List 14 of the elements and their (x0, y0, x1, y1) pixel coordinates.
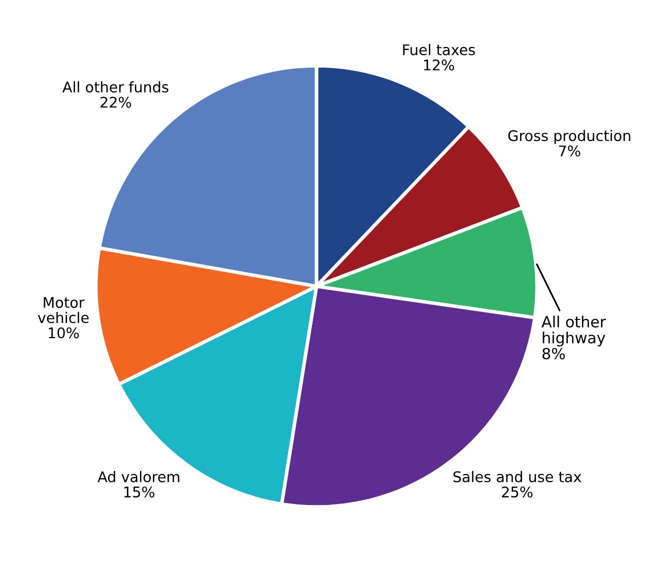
slice-label: Sales and use tax (453, 471, 582, 482)
data-label: 22% (100, 96, 132, 108)
data-label: 15% (124, 486, 154, 498)
slice-label: All other funds (62, 81, 168, 93)
data-label: 8% (542, 348, 565, 360)
data-label: 10% (48, 327, 79, 338)
slice-label: Ad valorem (98, 471, 180, 482)
data-label: 7% (559, 145, 580, 156)
data-label: 12% (424, 59, 454, 71)
slice-label: Gross production (508, 130, 630, 144)
slice-label: All other highway (542, 316, 606, 346)
slice-label: Fuel taxes (403, 44, 475, 56)
slice-label: Motor vehicle (38, 297, 89, 324)
data-label: 25% (502, 486, 533, 498)
